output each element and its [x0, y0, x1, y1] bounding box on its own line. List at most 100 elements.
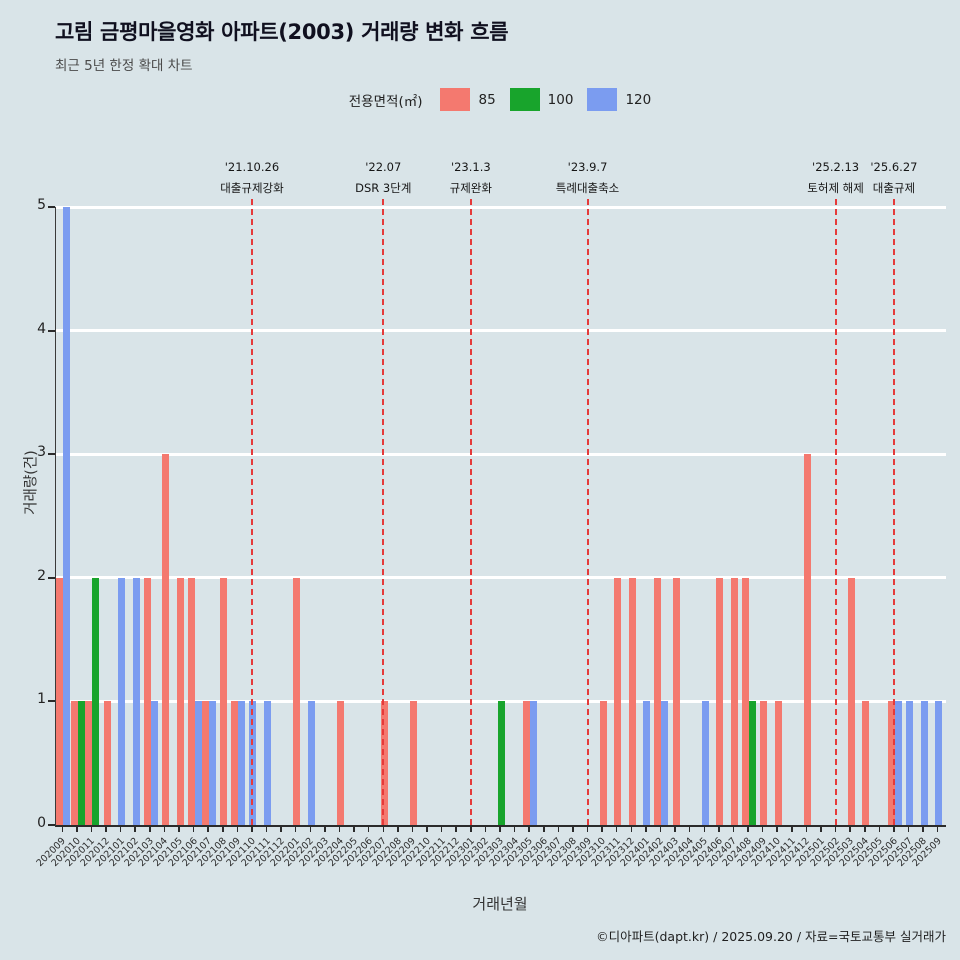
y-tick-label: 3	[37, 444, 46, 461]
bar	[202, 701, 210, 825]
x-tick-mark	[61, 827, 64, 832]
annotation-line	[382, 199, 385, 825]
bar	[103, 701, 111, 825]
x-tick-mark	[222, 827, 224, 832]
annotation-label: 규제완화	[449, 181, 492, 195]
bar	[118, 577, 126, 825]
x-tick-mark	[936, 827, 939, 832]
y-tick-label: 2	[37, 567, 46, 584]
gridline	[56, 576, 946, 580]
x-tick-mark	[513, 827, 516, 832]
legend-swatch-120	[587, 88, 618, 111]
bar	[523, 701, 531, 825]
x-tick-mark	[470, 827, 472, 832]
annotation-date: '23.1.3	[450, 160, 491, 174]
y-tick-mark	[48, 329, 55, 332]
x-tick-mark	[149, 827, 151, 832]
legend-title: 전용면적(㎡)	[348, 93, 423, 110]
bar	[599, 701, 607, 825]
legend-item-85: 85	[440, 88, 496, 111]
bar	[894, 701, 902, 825]
annotation-line	[892, 199, 895, 825]
x-tick-mark	[776, 827, 778, 832]
y-tick-mark	[48, 576, 55, 579]
x-tick-mark	[528, 827, 530, 832]
x-tick-mark	[426, 827, 428, 832]
x-tick-mark	[265, 827, 268, 832]
annotation-line	[469, 199, 472, 825]
legend-value-85: 85	[478, 91, 496, 108]
y-tick-label: 4	[37, 320, 46, 337]
bar	[150, 701, 158, 825]
annotation-label: 특례대출축소	[555, 181, 620, 195]
x-tick-mark	[178, 827, 180, 832]
legend-swatch-85	[440, 88, 471, 111]
y-tick-mark	[48, 453, 55, 456]
x-tick-mark	[761, 827, 764, 832]
bar	[716, 577, 724, 825]
x-tick-mark	[353, 827, 355, 832]
x-tick-mark	[878, 827, 881, 832]
x-tick-mark	[922, 827, 924, 832]
bar	[920, 701, 928, 825]
bar	[661, 701, 669, 825]
x-tick-mark	[732, 827, 735, 832]
annotation-label: 대출규제	[872, 181, 916, 195]
bar	[760, 701, 768, 825]
x-tick-mark	[294, 827, 297, 832]
bar	[935, 701, 943, 825]
annotation-label: 대출규제강화	[220, 181, 284, 195]
annotation-line	[586, 199, 589, 825]
x-tick-mark	[791, 827, 793, 832]
bar	[249, 701, 257, 825]
x-tick-mark	[543, 827, 545, 832]
bar	[92, 577, 100, 825]
bar	[132, 577, 140, 825]
x-tick-mark	[134, 827, 136, 832]
x-tick-mark	[105, 827, 107, 832]
y-axis-title: 거래량(건)	[23, 450, 40, 515]
bar	[862, 701, 870, 825]
y-tick-mark	[48, 824, 55, 826]
annotation-label: DSR 3단계	[355, 181, 412, 195]
annotation-line	[250, 199, 253, 825]
bar	[701, 701, 709, 825]
x-tick-mark	[907, 827, 910, 832]
bar	[672, 577, 680, 825]
x-tick-mark	[280, 827, 282, 832]
bar	[730, 577, 738, 825]
bar	[530, 701, 538, 825]
annotation-date: '21.10.26	[224, 160, 280, 174]
y-tick-label: 0	[37, 815, 46, 831]
x-tick-mark	[864, 827, 866, 832]
bar	[143, 577, 151, 825]
bar	[906, 701, 914, 825]
bar	[654, 577, 662, 825]
x-tick-mark	[90, 827, 93, 832]
bar	[742, 577, 750, 825]
x-tick-mark	[805, 827, 808, 832]
bar	[497, 701, 505, 825]
x-axis-title: 거래년월	[472, 895, 528, 913]
gridline	[56, 452, 946, 456]
x-tick-mark	[76, 827, 78, 832]
x-tick-mark	[192, 827, 195, 832]
bar	[77, 701, 85, 825]
x-tick-mark	[455, 827, 457, 832]
x-tick-mark	[382, 827, 385, 832]
x-tick-mark	[893, 827, 895, 832]
annotation-date: '25.2.13	[812, 160, 860, 174]
bar	[85, 701, 93, 825]
x-tick-mark	[557, 827, 560, 832]
bar	[380, 701, 388, 825]
bar	[220, 577, 228, 825]
bar	[307, 701, 315, 825]
gridline	[56, 205, 946, 209]
x-tick-mark	[163, 827, 166, 832]
x-tick-mark	[251, 827, 253, 832]
bar	[161, 454, 169, 825]
x-tick-mark	[645, 827, 647, 832]
bar	[187, 577, 195, 825]
y-tick-mark	[48, 206, 55, 208]
